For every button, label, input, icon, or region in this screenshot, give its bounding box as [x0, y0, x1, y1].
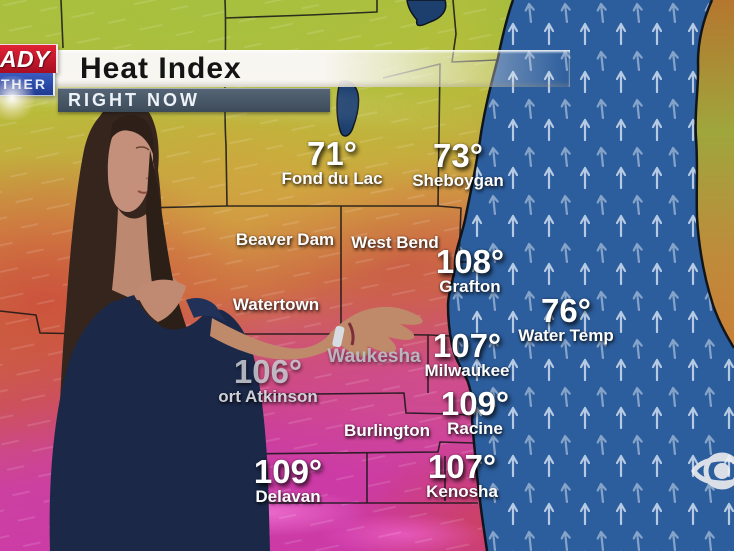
- reading-delavan: 109° Delavan: [253, 453, 323, 506]
- headline-banner: Heat Index: [54, 50, 570, 87]
- reading-sheboygan: 73° Sheboygan: [412, 137, 504, 190]
- reading-racine: 109° Racine: [440, 385, 510, 438]
- reading-milwaukee: 107° Milwaukee: [424, 327, 510, 380]
- michigan-shoreline: [694, 0, 734, 349]
- reading-fort-atkinson: 106° ort Atkinson: [218, 353, 318, 406]
- city-label-burlington: Burlington: [344, 421, 430, 440]
- subtitle-text: RIGHT NOW: [68, 90, 200, 110]
- station-badge: ADY THER: [0, 44, 58, 96]
- presenter-brow: [135, 146, 150, 151]
- page-title: Heat Index: [80, 51, 242, 85]
- reading-fond-du-lac: 71° Fond du Lac: [281, 135, 383, 188]
- presenter-strap: [186, 298, 226, 322]
- michigan-shore: [695, 0, 734, 348]
- station-badge-line2: THER: [0, 73, 55, 96]
- presenter-chest: [136, 279, 186, 322]
- reading-grafton: 108° Grafton: [435, 243, 505, 296]
- subtitle-bar: RIGHT NOW: [58, 88, 330, 112]
- presenter-face: [107, 122, 154, 213]
- city-label-west-bend: West Bend: [351, 233, 439, 252]
- city-label-waukesha: Waukesha: [327, 346, 421, 367]
- reading-kenosha: 107° Kenosha: [426, 448, 498, 501]
- presenter-arm: [210, 306, 423, 360]
- reading-water-temp: 76° Water Temp: [518, 292, 614, 345]
- presenter-dress: [49, 295, 270, 551]
- city-label-watertown: Watertown: [232, 295, 320, 314]
- city-label-beaver-dam: Beaver Dam: [235, 230, 335, 249]
- station-badge-line1: ADY: [0, 44, 58, 73]
- presenter-bracelet: [347, 322, 355, 346]
- wind-arrows: [448, 0, 734, 551]
- presenter-watch: [332, 325, 345, 348]
